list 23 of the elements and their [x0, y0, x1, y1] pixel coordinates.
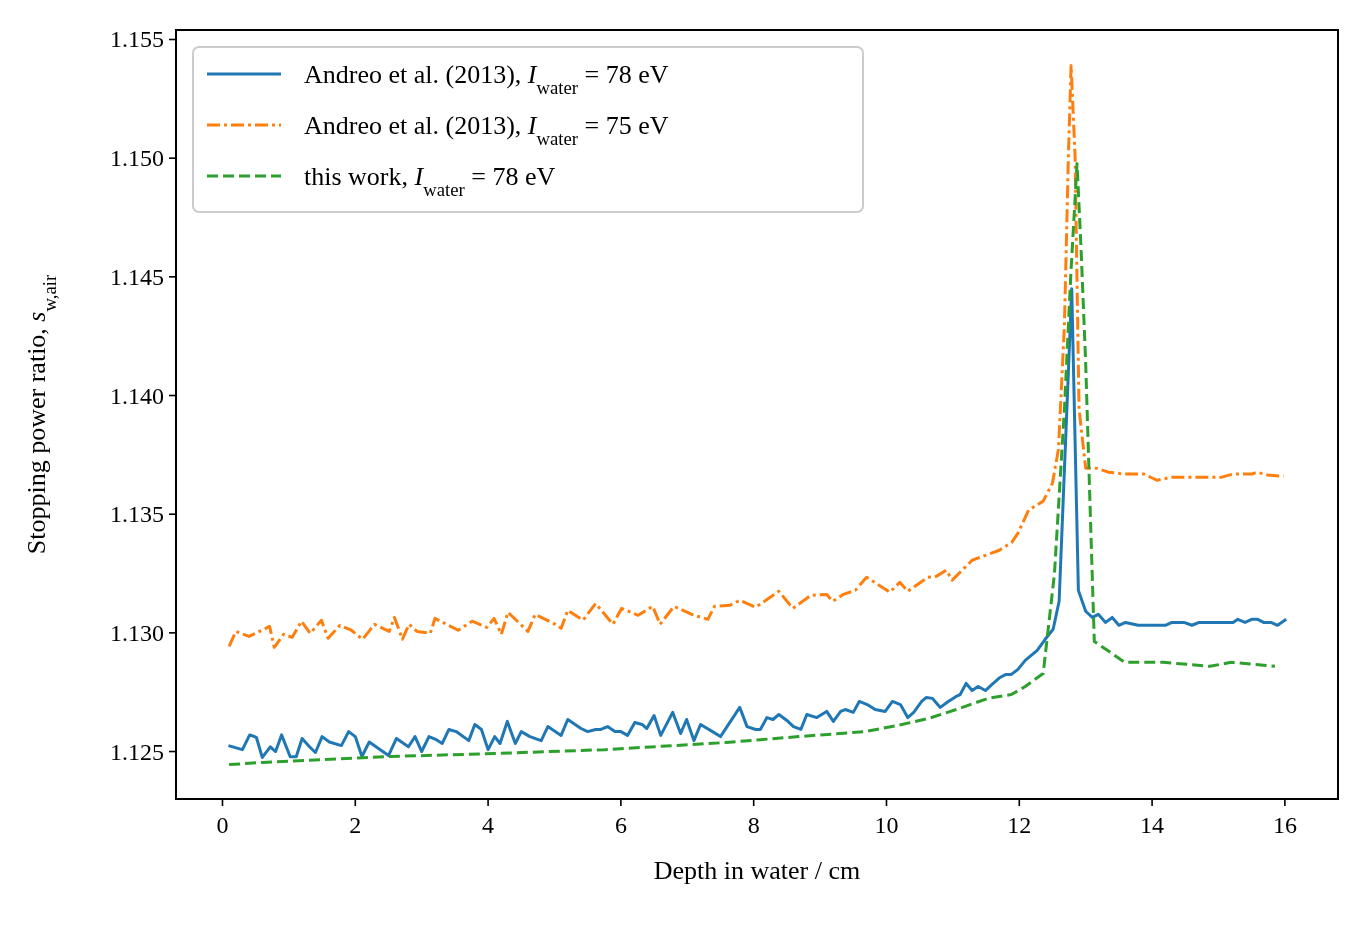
x-tick-label: 8	[747, 812, 760, 838]
x-tick-label: 0	[216, 812, 229, 838]
y-tick-label: 1.140	[110, 382, 164, 409]
x-tick-label: 12	[1007, 812, 1032, 838]
y-tick-label: 1.125	[110, 738, 164, 765]
x-tick-label: 6	[614, 812, 627, 838]
legend-label: this work, I$_{water}$ = 78 eV	[304, 162, 556, 200]
x-tick-label: 4	[482, 812, 495, 838]
x-tick-label: 16	[1272, 812, 1297, 838]
y-tick-label: 1.145	[110, 263, 164, 290]
y-tick-label: 1.130	[110, 619, 164, 646]
x-tick-label: 2	[349, 812, 362, 838]
legend-label: Andreo et al. (2013), I$_{water}$ = 75 eV	[304, 111, 669, 149]
x-tick-label: 14	[1140, 812, 1165, 838]
y-tick-label: 1.150	[110, 145, 164, 172]
x-tick-label: 10	[874, 812, 899, 838]
x-axis-title: Depth in water / cm	[653, 856, 861, 885]
line-series	[227, 162, 1277, 767]
y-tick-label: 1.135	[110, 501, 164, 528]
legend-label: Andreo et al. (2013), I$_{water}$ = 78 eV	[304, 60, 669, 98]
line-series	[226, 287, 1288, 759]
y-tick-label: 1.155	[110, 26, 164, 53]
line-series	[227, 64, 1286, 649]
